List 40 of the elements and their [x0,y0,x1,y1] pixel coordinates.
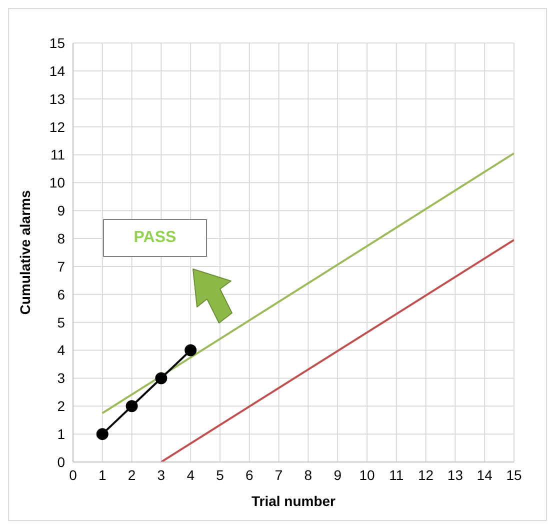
x-tick-label: 12 [418,466,434,483]
y-tick-label: 7 [57,258,66,274]
y-tick-label: 3 [57,370,66,386]
y-tick-label: 8 [57,230,66,247]
point [126,400,138,412]
y-tick-label: 0 [57,454,66,470]
y-tick-label: 14 [49,62,66,79]
x-tick-label: 10 [359,466,375,483]
point [184,344,197,356]
y-tick-label: 10 [49,174,66,191]
y-tick-label: 11 [50,146,66,163]
x-tick-label: 11 [389,466,404,483]
point [96,428,108,440]
x-axis-title: Trial number [251,493,336,509]
y-tick-label: 5 [57,314,66,330]
text-box: PASS [103,219,207,257]
y-tick-label: 4 [57,342,66,358]
x-tick-label: 8 [304,466,312,483]
x-tick-label: 13 [447,466,464,483]
y-tick-label: 1 [57,426,66,442]
y-tick-label: 12 [49,118,66,135]
x-tick-label: 2 [128,466,136,483]
x-tick-label: 14 [476,466,493,483]
x-tick-label: 3 [157,466,166,483]
y-tick-label: 6 [57,286,66,302]
x-tick-label: 4 [186,466,195,483]
x-tick-label: 9 [334,466,342,483]
y-tick-label: 9 [57,202,66,219]
x-tick-label: 0 [69,466,78,483]
y-axis-title: Cumulative alarms [16,190,33,315]
y-tick-label: 13 [49,90,66,107]
y-tick-label: 15 [49,34,66,51]
point [155,372,168,384]
x-tick-label: 7 [274,466,283,483]
x-tick-label: 1 [98,466,106,483]
x-tick-label: 15 [506,466,522,483]
x-tick-label: 6 [246,466,254,483]
y-tick-label: 2 [57,398,66,414]
x-tick-label: 5 [216,466,224,483]
annotation: PASS [134,229,176,247]
